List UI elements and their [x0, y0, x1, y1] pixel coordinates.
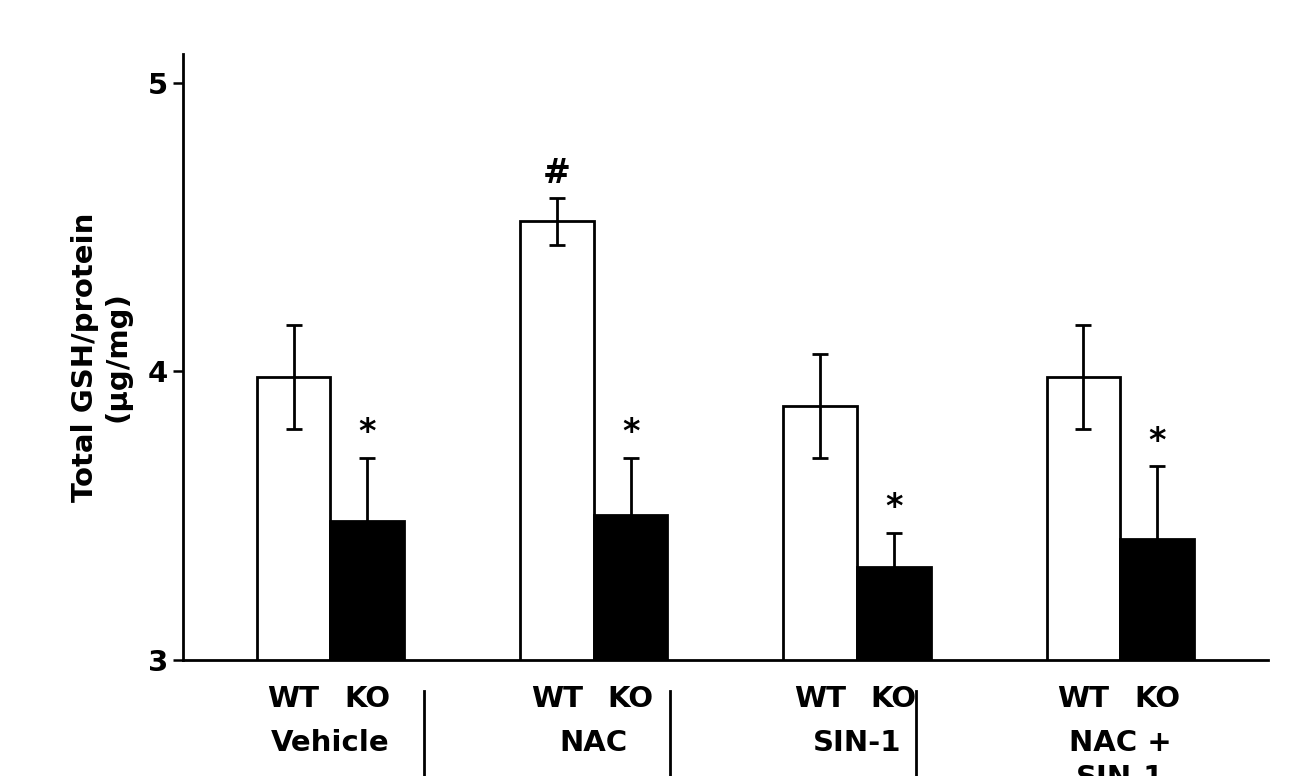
Bar — [783, 406, 857, 660]
Bar — [256, 377, 331, 660]
Text: *: * — [622, 416, 639, 449]
Bar — [857, 567, 931, 660]
Bar — [331, 521, 404, 660]
Text: #: # — [542, 157, 571, 190]
Text: WT: WT — [1057, 684, 1110, 712]
Bar — [1120, 539, 1195, 660]
Text: Vehicle: Vehicle — [271, 729, 389, 757]
Text: NAC +: NAC + — [1069, 729, 1171, 757]
Bar — [593, 515, 668, 660]
Text: SIN-1: SIN-1 — [1076, 764, 1165, 776]
Y-axis label: Total GSH/protein
(μg/mg): Total GSH/protein (μg/mg) — [71, 213, 132, 501]
Bar — [1047, 377, 1120, 660]
Text: WT: WT — [531, 684, 583, 712]
Text: KO: KO — [1134, 684, 1180, 712]
Text: *: * — [358, 416, 376, 449]
Text: KO: KO — [870, 684, 918, 712]
Text: SIN-1: SIN-1 — [813, 729, 902, 757]
Text: *: * — [1149, 424, 1166, 458]
Text: NAC: NAC — [559, 729, 627, 757]
Text: KO: KO — [608, 684, 654, 712]
Text: WT: WT — [795, 684, 846, 712]
Bar — [520, 221, 593, 660]
Text: KO: KO — [344, 684, 391, 712]
Text: *: * — [885, 491, 903, 524]
Text: WT: WT — [268, 684, 320, 712]
